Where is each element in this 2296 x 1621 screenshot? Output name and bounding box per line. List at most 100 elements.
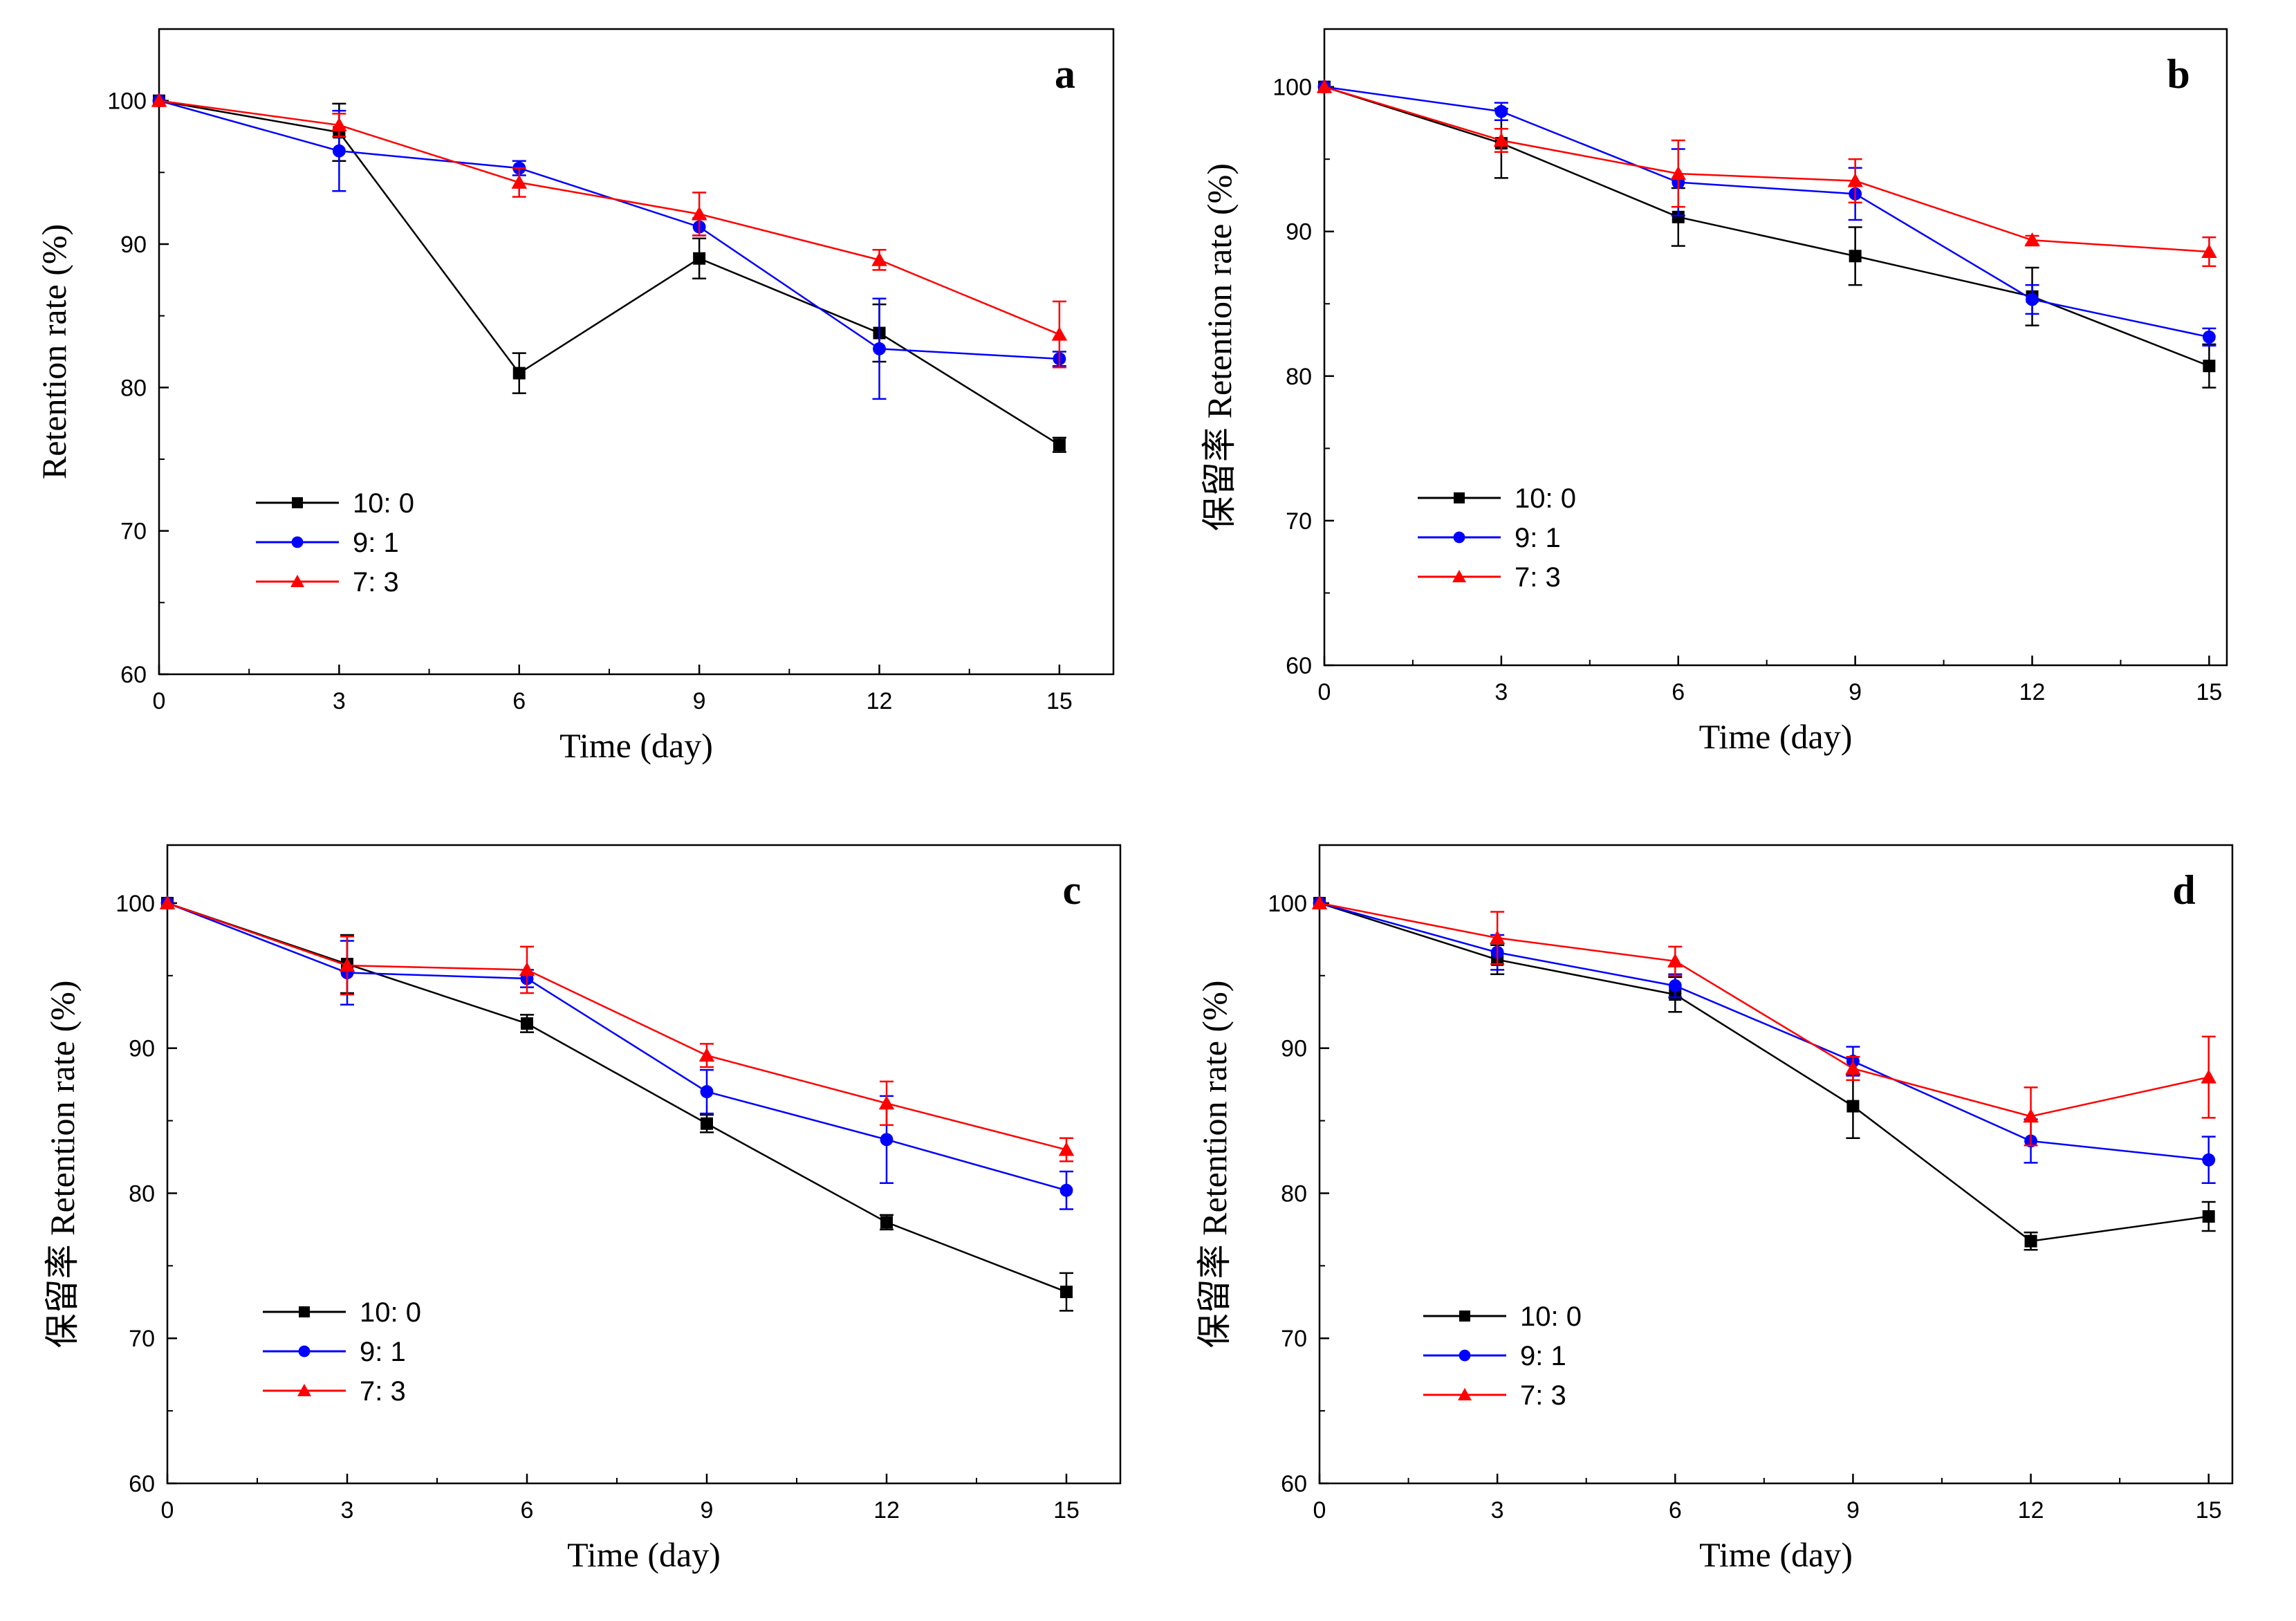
y-tick-label: 100 [107, 89, 147, 115]
x-tick-label: 3 [1491, 1497, 1504, 1523]
y-tick-label: 100 [1268, 891, 1307, 917]
x-axis-title: Time (day) [559, 726, 713, 765]
series-line [1324, 86, 2210, 338]
legend-label: 9: 1 [1520, 1341, 1566, 1371]
x-tick-label: 3 [341, 1497, 354, 1523]
data-point [698, 1047, 715, 1062]
x-tick-label: 0 [153, 688, 166, 714]
y-tick-label: 70 [129, 1326, 155, 1352]
x-axis-title: Time (day) [567, 1535, 721, 1574]
series-1 [152, 94, 1066, 400]
data-point [2023, 1109, 2039, 1123]
y-tick-label: 70 [1286, 508, 1312, 535]
data-point [701, 1117, 713, 1130]
series-1 [1313, 896, 2216, 1185]
y-tick-label: 100 [1272, 75, 1312, 101]
x-tick-label: 3 [1494, 679, 1508, 705]
y-tick-label: 80 [1286, 364, 1312, 390]
legend-marker [1453, 531, 1465, 544]
data-point [1316, 79, 1333, 93]
x-tick-label: 12 [873, 1497, 900, 1523]
series-line [158, 100, 1060, 446]
y-tick-label: 90 [120, 232, 147, 258]
data-point [2201, 243, 2217, 258]
series-0 [153, 94, 1066, 453]
y-axis-title: Retention rate (%) [35, 224, 73, 479]
data-point [521, 1017, 533, 1030]
y-tick-label: 60 [120, 662, 147, 688]
data-point [2201, 1069, 2216, 1084]
panel-a: 0 3 6 9 12 15 60 70 80 90 100 Time (day) Retention r… [35, 28, 1115, 765]
data-point [1493, 132, 1510, 147]
data-point [1051, 326, 1068, 341]
data-point [878, 1095, 895, 1110]
data-point [151, 93, 167, 107]
series-line [1319, 902, 2209, 1118]
legend-marker [291, 536, 304, 548]
y-tick-label: 80 [120, 375, 147, 401]
data-point [693, 252, 706, 265]
plot-frame [1323, 28, 2228, 667]
legend-marker [297, 1384, 311, 1396]
x-axis-title: Time (day) [1699, 1535, 1853, 1574]
legend-marker [1452, 570, 1466, 582]
x-tick-label: 0 [161, 1497, 174, 1523]
series-0 [1313, 896, 2216, 1251]
legend-label: 9: 1 [360, 1337, 406, 1367]
data-point [1494, 104, 1508, 118]
data-point [1668, 979, 1682, 992]
data-point [2202, 1153, 2216, 1167]
x-tick-label: 6 [521, 1497, 534, 1523]
series-0 [1318, 80, 2216, 389]
y-tick-label: 60 [1281, 1471, 1307, 1497]
x-tick-label: 3 [333, 688, 346, 714]
data-point [1053, 438, 1066, 452]
data-point [1670, 165, 1687, 180]
x-tick-label: 9 [693, 688, 706, 714]
legend-label: 7: 3 [353, 567, 399, 598]
data-point [1311, 895, 1328, 909]
legend-marker [298, 1345, 311, 1358]
legend-marker [1459, 1349, 1471, 1362]
legend-marker [292, 497, 303, 508]
legend-label: 7: 3 [360, 1376, 406, 1407]
y-tick-label: 100 [115, 891, 155, 917]
panel-d: 0 3 6 9 12 15 60 70 80 90 100 Time (day) 保留率 Retenti… [1195, 844, 2234, 1574]
data-point [1060, 1286, 1073, 1299]
series-2 [151, 93, 1068, 369]
legend-label: 7: 3 [1520, 1380, 1566, 1411]
y-tick-label: 90 [1281, 1036, 1307, 1062]
data-point [2024, 232, 2040, 247]
legend-marker [1458, 1388, 1472, 1400]
series-line [1324, 86, 2210, 367]
data-point [2203, 360, 2216, 373]
data-point [159, 895, 176, 909]
x-tick-label: 9 [701, 1497, 714, 1523]
legend-label: 9: 1 [1515, 523, 1561, 553]
plot-frame [158, 28, 1115, 676]
data-point [691, 206, 707, 221]
data-point [332, 144, 346, 158]
y-tick-label: 60 [1286, 653, 1312, 679]
data-point [1667, 953, 1683, 967]
legend-marker [299, 1306, 310, 1317]
series-line [1319, 902, 2209, 1161]
series-line [167, 902, 1067, 1293]
y-tick-label: 60 [129, 1471, 155, 1497]
data-point [2202, 330, 2216, 344]
panel-label: a [1055, 51, 1075, 97]
y-axis-title: 保留率 Retention rate (%) [1200, 163, 1239, 531]
x-tick-label: 15 [2196, 1497, 2222, 1523]
data-point [1058, 1142, 1075, 1156]
data-point [1059, 1183, 1073, 1197]
panel-label: c [1063, 867, 1082, 913]
legend: 10: 0 9: 1 7: 3 [256, 488, 414, 598]
series-line [1324, 86, 2210, 253]
y-tick-label: 90 [129, 1036, 155, 1062]
x-tick-label: 12 [2019, 679, 2046, 705]
legend-label: 7: 3 [1515, 562, 1561, 593]
panel-c: 0 3 6 9 12 15 60 70 80 90 100 Time (day) 保留率 Retenti… [43, 844, 1122, 1574]
series-line [158, 100, 1060, 335]
series-line [158, 100, 1059, 360]
